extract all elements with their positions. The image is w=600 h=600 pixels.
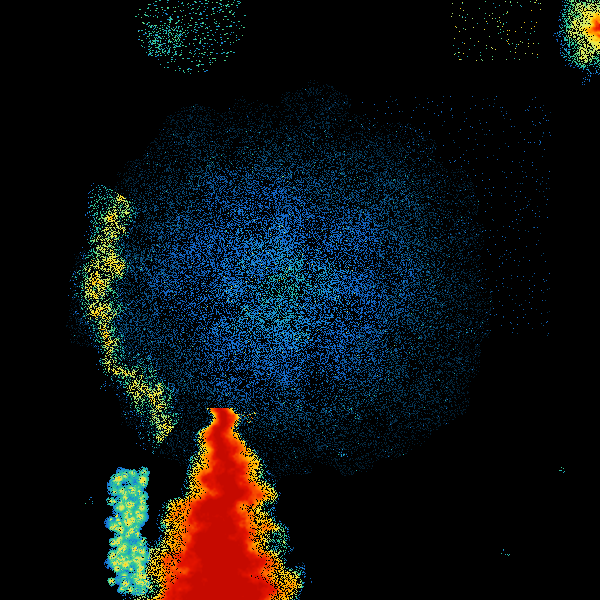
radar-display bbox=[0, 0, 600, 600]
radar-reflectivity-canvas bbox=[0, 0, 600, 600]
